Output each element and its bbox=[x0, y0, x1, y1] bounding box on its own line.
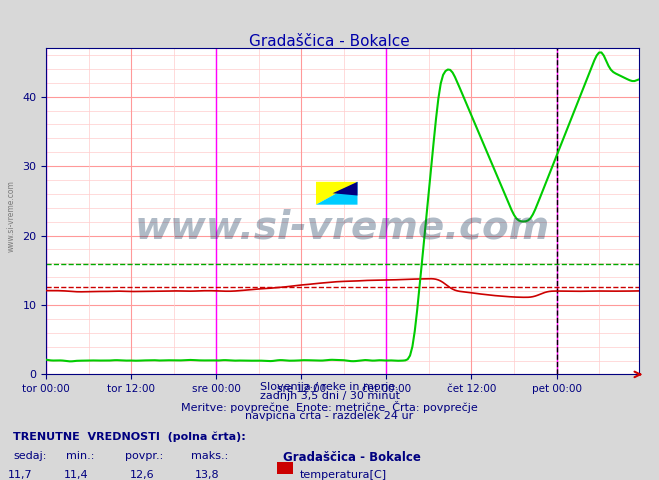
Text: 11,7: 11,7 bbox=[7, 470, 32, 480]
Text: Gradaščica - Bokalce: Gradaščica - Bokalce bbox=[283, 451, 421, 464]
Text: min.:: min.: bbox=[66, 451, 94, 461]
Text: www.si-vreme.com: www.si-vreme.com bbox=[7, 180, 16, 252]
Text: povpr.:: povpr.: bbox=[125, 451, 163, 461]
Text: Meritve: povprečne  Enote: metrične  Črta: povprečje: Meritve: povprečne Enote: metrične Črta:… bbox=[181, 401, 478, 413]
Polygon shape bbox=[333, 182, 357, 195]
Text: sedaj:: sedaj: bbox=[13, 451, 47, 461]
Text: navpična črta - razdelek 24 ur: navpična črta - razdelek 24 ur bbox=[245, 410, 414, 421]
Text: Slovenija / reke in morje.: Slovenija / reke in morje. bbox=[260, 382, 399, 392]
Polygon shape bbox=[316, 182, 357, 204]
Text: 11,4: 11,4 bbox=[63, 470, 88, 480]
Text: Gradaščica - Bokalce: Gradaščica - Bokalce bbox=[249, 34, 410, 48]
Text: 12,6: 12,6 bbox=[129, 470, 154, 480]
Polygon shape bbox=[316, 182, 357, 204]
Text: TRENUTNE  VREDNOSTI  (polna črta):: TRENUTNE VREDNOSTI (polna črta): bbox=[13, 432, 246, 443]
Text: www.si-vreme.com: www.si-vreme.com bbox=[135, 208, 550, 247]
Text: maks.:: maks.: bbox=[191, 451, 229, 461]
Text: temperatura[C]: temperatura[C] bbox=[300, 470, 387, 480]
Text: zadnjh 3,5 dni / 30 minut: zadnjh 3,5 dni / 30 minut bbox=[260, 391, 399, 401]
Text: 13,8: 13,8 bbox=[195, 470, 220, 480]
